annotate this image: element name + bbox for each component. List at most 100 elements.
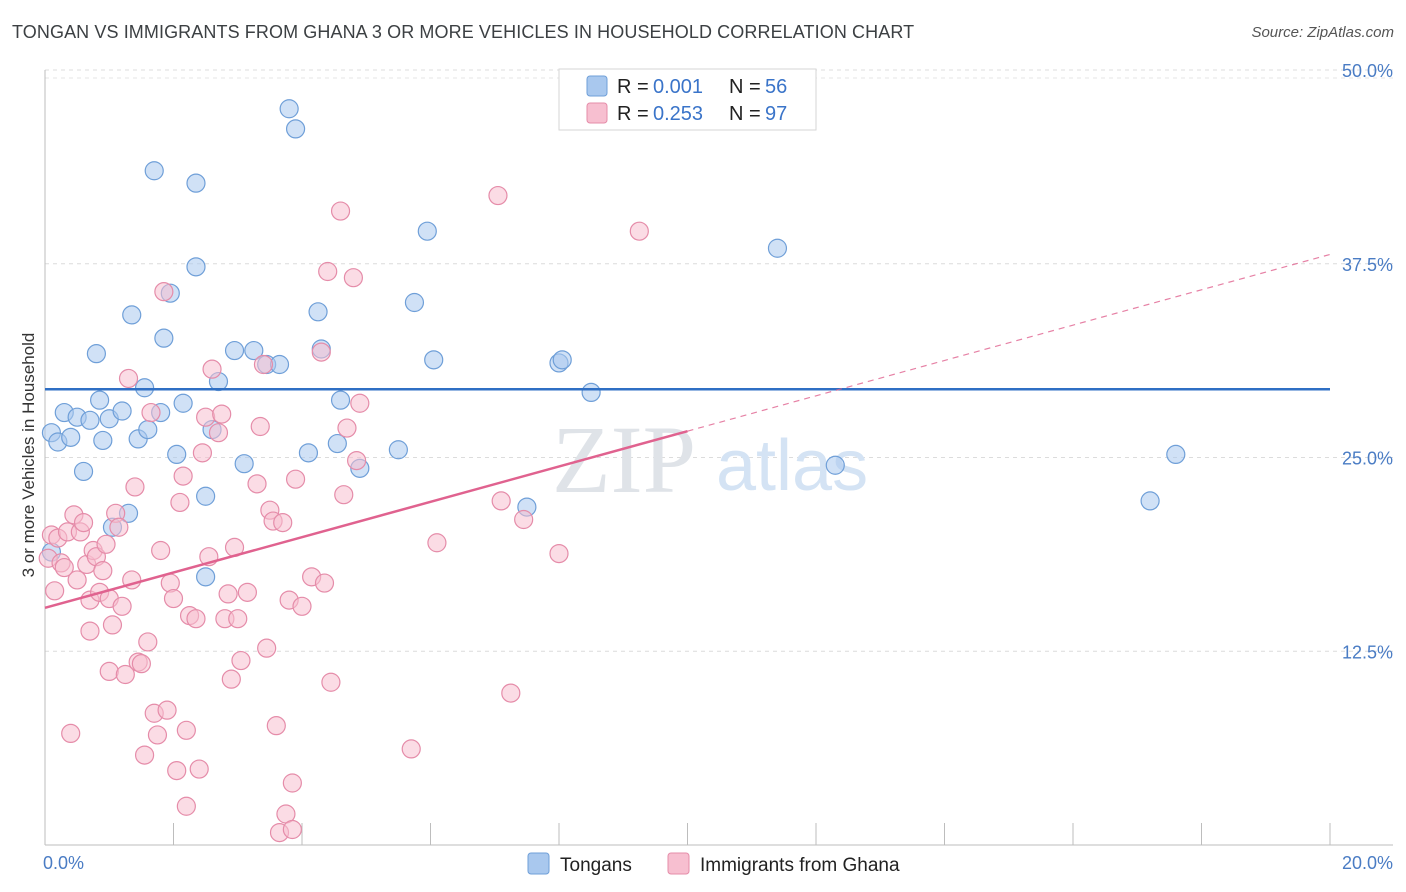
point-s0-7: [80, 410, 100, 430]
point-s1-85: [337, 418, 357, 438]
point-s1-60: [228, 609, 248, 629]
point-s1-89: [401, 739, 421, 759]
point-s1-81: [318, 261, 338, 282]
point-s0-36: [279, 99, 299, 119]
stats-row-ghana: R = 0.253 N = 97: [617, 103, 787, 125]
y-axis-title: 3 or more Vehicles in Household: [19, 333, 38, 578]
point-s1-21: [99, 661, 119, 682]
point-s1-7: [61, 723, 81, 744]
point-s0-55: [1166, 444, 1186, 464]
stats-legend: R = 0.001 N = 56 R = 0.253 N = 97: [558, 68, 817, 131]
watermark-atlas: atlas: [716, 426, 868, 506]
series-1-points: [38, 185, 649, 843]
point-s1-91: [488, 185, 508, 206]
point-s1-39: [157, 700, 177, 720]
tick-labels: 12.5% 25.0% 37.5% 50.0% 0.0% 20.0%: [43, 61, 1393, 873]
watermark-zip: ZIP: [552, 406, 696, 513]
point-s0-6: [73, 461, 94, 482]
point-s1-34: [141, 402, 161, 423]
point-s0-13: [112, 401, 132, 421]
point-s1-90: [427, 533, 447, 553]
point-s0-39: [308, 302, 328, 322]
point-s0-4: [61, 427, 81, 447]
point-s0-28: [196, 567, 216, 587]
watermark: ZIP atlas: [552, 406, 868, 513]
point-s1-49: [189, 759, 209, 779]
y-axis-label: 3 or more Vehicles in Household: [19, 333, 38, 578]
point-s1-37: [151, 540, 171, 561]
series-legend: Tongans Immigrants from Ghana: [527, 852, 900, 876]
point-s1-66: [257, 638, 277, 658]
trend-extension-s1: [687, 253, 1331, 432]
point-s1-27: [118, 368, 139, 389]
y-tick-label-1: 25.0%: [1342, 449, 1393, 469]
point-s1-82: [321, 672, 341, 692]
point-s1-25: [112, 596, 132, 616]
point-s0-41: [327, 433, 347, 454]
point-s1-64: [250, 416, 270, 437]
y-tick-label-0: 12.5%: [1342, 642, 1393, 662]
point-s0-35: [269, 354, 290, 375]
y-tick-label-2: 37.5%: [1342, 255, 1393, 275]
point-s1-75: [282, 773, 302, 793]
point-s1-93: [501, 683, 521, 703]
point-s1-74: [282, 819, 302, 840]
point-s1-65: [253, 354, 274, 375]
point-s0-10: [93, 430, 113, 451]
point-s1-43: [170, 492, 190, 513]
legend-swatch-tongans: [586, 75, 608, 97]
point-s0-46: [417, 221, 437, 241]
x-tick-label-max: 20.0%: [1342, 853, 1393, 873]
point-s1-69: [266, 716, 286, 736]
point-s0-54: [1140, 491, 1160, 511]
point-s1-88: [350, 393, 370, 413]
point-s1-71: [273, 512, 293, 533]
trend-line-s1: [44, 429, 688, 610]
point-s1-5: [54, 557, 74, 578]
point-s0-18: [138, 420, 158, 440]
stats-row-tongans: R = 0.001 N = 56: [617, 76, 787, 98]
point-s1-41: [163, 588, 184, 609]
point-s1-53: [202, 359, 222, 379]
point-s1-87: [347, 451, 367, 471]
point-s0-33: [244, 340, 264, 361]
point-s1-32: [134, 745, 155, 765]
point-s1-40: [160, 573, 180, 593]
series-label-ghana: Immigrants from Ghana: [700, 855, 900, 876]
y-tick-label-3: 50.0%: [1342, 61, 1393, 81]
point-s1-33: [138, 632, 158, 652]
point-s0-25: [186, 173, 206, 193]
point-s1-86: [343, 268, 363, 288]
point-s1-96: [629, 221, 649, 241]
point-s1-22: [102, 615, 123, 635]
point-s1-84: [334, 485, 354, 505]
point-s1-42: [167, 760, 187, 781]
point-s0-17: [134, 378, 155, 398]
point-s1-2: [45, 581, 65, 601]
x-tick-label-min: 0.0%: [43, 853, 84, 873]
point-s1-26: [115, 664, 135, 685]
point-s0-42: [330, 390, 351, 410]
point-s1-46: [176, 796, 196, 816]
point-s0-47: [424, 350, 444, 370]
point-s1-76: [285, 469, 306, 489]
gridlines: [45, 69, 1393, 652]
point-s0-44: [388, 440, 408, 460]
point-s1-14: [80, 621, 100, 641]
point-s1-48: [186, 609, 206, 629]
point-s1-38: [154, 282, 174, 302]
point-s1-62: [237, 582, 257, 602]
point-s1-77: [292, 596, 312, 616]
point-s0-32: [234, 454, 254, 474]
chart-title: TONGAN VS IMMIGRANTS FROM GHANA 3 OR MOR…: [12, 22, 915, 42]
point-s0-37: [285, 119, 306, 139]
series-swatch-ghana: [667, 852, 690, 875]
point-s1-45: [176, 720, 196, 740]
series-label-tongans: Tongans: [560, 855, 632, 876]
point-s0-53: [825, 455, 845, 475]
point-s0-26: [186, 257, 206, 277]
point-s1-79: [311, 342, 331, 362]
point-s1-80: [314, 573, 335, 593]
point-s1-36: [147, 725, 168, 745]
